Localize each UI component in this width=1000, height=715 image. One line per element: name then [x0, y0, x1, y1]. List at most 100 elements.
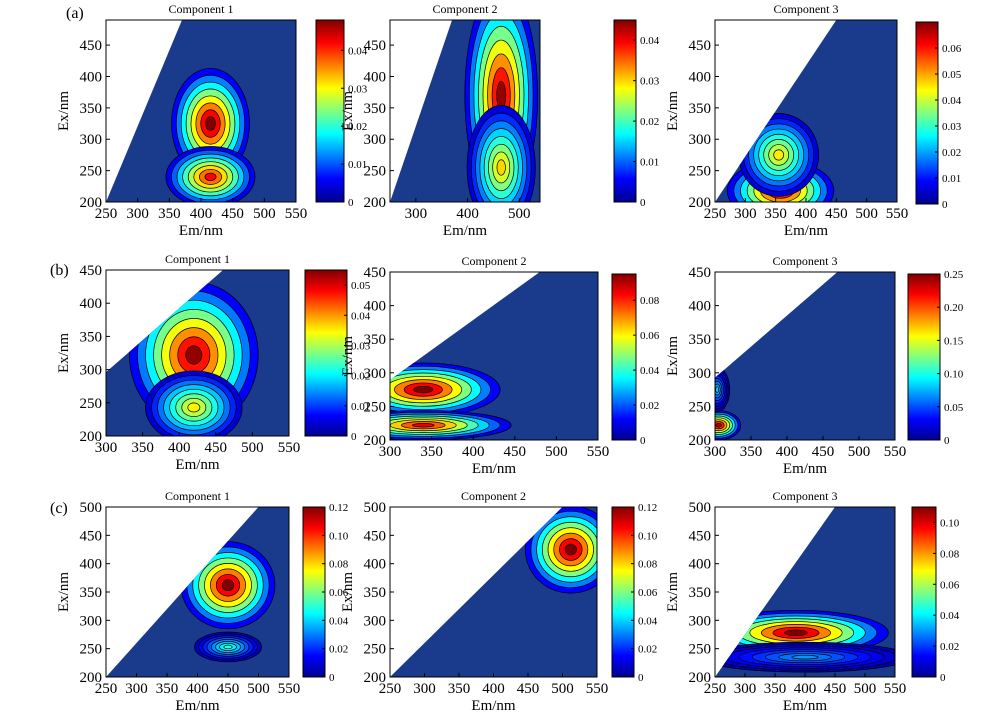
- colorbar-tick-label: 0.10: [944, 369, 964, 381]
- colorbar-tick-label: 0.06: [940, 579, 960, 591]
- colorbar-tick-label: 0.05: [942, 69, 962, 81]
- colorbar: 0 0.01 0.02 0.03 0.04 0.05 0.06: [915, 21, 962, 211]
- contour-level: [185, 345, 203, 365]
- panel-grid: Component 1 250 300 350 400 450 500 550 200 250 30…: [56, 2, 964, 714]
- x-tick-label: 350: [764, 206, 787, 222]
- x-tick-label: 550: [884, 444, 907, 460]
- y-tick-label: 200: [689, 195, 712, 211]
- y-tick-label: 200: [80, 195, 103, 211]
- axes-frame: [105, 269, 290, 437]
- x-tick-label: 300: [405, 206, 428, 222]
- x-tick-label: 500: [545, 444, 568, 460]
- y-axis-label: Ex/nm: [340, 336, 356, 376]
- contour-level: [791, 654, 819, 660]
- y-tick-label: 450: [364, 528, 387, 544]
- y-tick-label: 300: [364, 132, 387, 148]
- x-tick-label: 500: [241, 440, 264, 456]
- y-tick-label: 400: [80, 69, 103, 85]
- y-tick-label: 250: [80, 396, 103, 412]
- colorbar-tick-label: 0.03: [348, 83, 368, 95]
- colorbar-gradient: [315, 19, 345, 203]
- y-tick-label: 350: [364, 101, 387, 117]
- y-tick-label: 200: [364, 670, 387, 686]
- colorbar-tick-label: 0.12: [638, 502, 657, 514]
- panel-title: Component 1: [169, 2, 234, 16]
- colorbar-tick-label: 0.02: [940, 641, 959, 653]
- y-tick-label: 200: [364, 433, 387, 449]
- panel-title: Component 1: [165, 489, 230, 503]
- y-axis-label: Ex/nm: [56, 572, 72, 612]
- y-tick-label: 350: [80, 585, 103, 601]
- colorbar-tick-label: 0: [351, 431, 357, 443]
- x-tick-label: 500: [551, 681, 574, 697]
- colorbar-gradient: [302, 506, 326, 678]
- colorbar: 0 0.02 0.04 0.06 0.08: [611, 273, 660, 447]
- x-tick-label: 350: [740, 444, 763, 460]
- x-tick-label: 300: [704, 444, 727, 460]
- colorbar-tick-label: 0.03: [351, 340, 371, 352]
- colorbar-tick-label: 0.10: [638, 530, 658, 542]
- x-tick-label: 550: [278, 681, 301, 697]
- colorbar-tick-label: 0.05: [944, 402, 964, 414]
- colorbar-tick-label: 0.01: [942, 173, 961, 185]
- y-tick-label: 300: [364, 613, 387, 629]
- y-tick-label: 350: [689, 332, 712, 348]
- contour-level: [715, 386, 720, 393]
- panel-title: Component 3: [774, 2, 839, 16]
- x-tick-label: 450: [217, 681, 240, 697]
- y-tick-label: 350: [80, 101, 103, 117]
- contour-level: [205, 116, 216, 131]
- x-tick-label: 400: [168, 440, 191, 456]
- colorbar: 0 0.02 0.04 0.06 0.08 0.10 0.12: [302, 502, 349, 684]
- x-tick-label: 450: [517, 681, 540, 697]
- y-tick-label: 350: [80, 329, 103, 345]
- colorbar-tick-label: 0: [944, 435, 950, 447]
- colorbar-tick-label: 0.10: [940, 517, 960, 529]
- x-axis-label: Em/nm: [472, 461, 516, 477]
- contour-layers: [524, 507, 597, 594]
- colorbar-tick-label: 0: [640, 197, 646, 209]
- x-tick-label: 500: [253, 206, 276, 222]
- y-axis-label: Ex/nm: [665, 91, 681, 131]
- y-tick-label: 250: [689, 164, 712, 180]
- y-tick-label: 450: [689, 528, 712, 544]
- colorbar-tick-label: 0.08: [638, 559, 658, 571]
- contour-level: [496, 159, 506, 176]
- x-tick-label: 450: [504, 444, 527, 460]
- colorbar-tick-label: 0.01: [640, 157, 659, 169]
- y-tick-label: 400: [689, 69, 712, 85]
- x-tick-label: 500: [855, 206, 878, 222]
- colorbar-tick-label: 0.04: [942, 95, 962, 107]
- y-tick-label: 250: [689, 399, 712, 415]
- y-tick-label: 300: [80, 132, 103, 148]
- axes-frame: [389, 19, 541, 203]
- x-tick-label: 450: [221, 206, 244, 222]
- colorbar-gradient: [611, 273, 637, 441]
- y-tick-label: 300: [689, 613, 712, 629]
- colorbar: 0 0.02 0.04 0.06 0.08 0.10 0.12: [611, 502, 658, 684]
- eem-panel: Component 1 300 350 400 450 500 550 200 250 300 35…: [56, 252, 371, 473]
- x-tick-label: 450: [812, 444, 835, 460]
- y-tick-label: 350: [689, 585, 712, 601]
- x-axis-label: Em/nm: [471, 698, 515, 714]
- y-tick-label: 200: [689, 670, 712, 686]
- contour-level: [715, 423, 722, 428]
- colorbar: 0 0.01 0.02 0.03 0.04 0.05: [304, 269, 371, 443]
- colorbar-tick-label: 0.25: [944, 269, 964, 281]
- colorbar-tick-label: 0.02: [348, 121, 367, 133]
- x-tick-label: 300: [126, 206, 149, 222]
- contour-layers: [464, 20, 538, 202]
- y-axis-label: Ex/nm: [56, 333, 72, 373]
- x-tick-label: 400: [776, 444, 799, 460]
- y-tick-label: 400: [364, 299, 387, 315]
- x-axis-label: Em/nm: [784, 223, 828, 239]
- y-tick-label: 450: [364, 265, 387, 281]
- colorbar-tick-label: 0.04: [640, 365, 660, 377]
- colorbar-tick-label: 0.04: [348, 45, 368, 57]
- contour-layers: [165, 67, 256, 202]
- colorbar-gradient: [915, 21, 939, 205]
- x-axis-label: Em/nm: [443, 223, 487, 239]
- y-tick-label: 350: [364, 332, 387, 348]
